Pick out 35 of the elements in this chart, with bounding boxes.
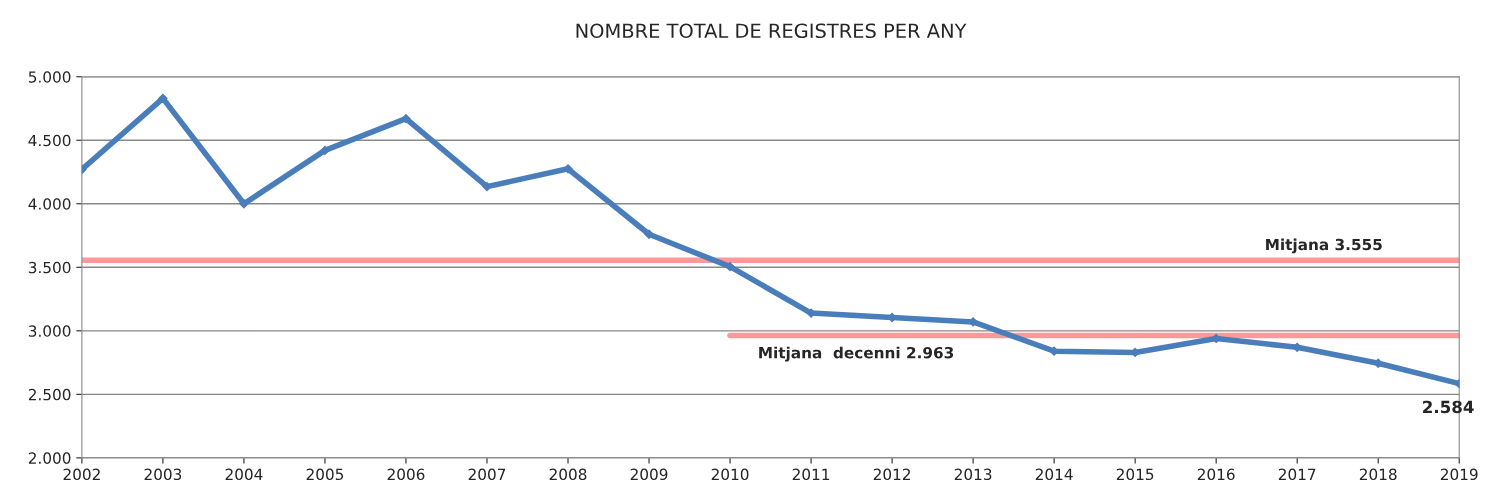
x-tick-label: 2015 bbox=[1116, 468, 1154, 481]
x-tick-label: 2009 bbox=[630, 468, 668, 481]
point bbox=[725, 262, 735, 272]
x-tick-label: 2007 bbox=[468, 468, 506, 481]
point bbox=[239, 199, 249, 209]
x-tick-label: 2002 bbox=[63, 468, 100, 481]
x-tick-label: 2003 bbox=[144, 468, 182, 481]
y-tick-label: 2.500 bbox=[28, 388, 71, 401]
chart-title: NOMBRE TOTAL DE REGISTRES PER ANY bbox=[576, 23, 967, 39]
x-tick-label: 2011 bbox=[792, 468, 830, 481]
x-tick-label: 2006 bbox=[387, 468, 425, 481]
point bbox=[320, 145, 330, 156]
y-tick-label: 3.500 bbox=[28, 261, 71, 274]
y-tick-label: 2.000 bbox=[28, 452, 71, 464]
y-tick-label: 4.000 bbox=[28, 198, 71, 210]
point bbox=[482, 182, 492, 192]
x-tick-label: 2013 bbox=[954, 468, 992, 481]
x-tick-label: 2008 bbox=[549, 468, 587, 481]
x-tick-label: 2005 bbox=[306, 468, 344, 481]
point bbox=[158, 93, 168, 103]
ref-line-label: Mitjana 3.555 bbox=[1266, 238, 1382, 254]
y-tick-label: 4.500 bbox=[28, 134, 71, 147]
x-tick-label: 2014 bbox=[1035, 468, 1073, 481]
x-tick-label: 2010 bbox=[711, 468, 749, 481]
x-tick-label: 2016 bbox=[1197, 468, 1235, 481]
x-tick-label: 2019 bbox=[1440, 468, 1478, 481]
y-tick-label: 5.000 bbox=[28, 71, 71, 83]
x-tick-label: 2018 bbox=[1359, 468, 1397, 481]
point bbox=[644, 229, 654, 239]
data-label: 2.584 bbox=[1423, 400, 1474, 414]
annotation: Mitjana decenni 2.963 bbox=[759, 346, 954, 362]
x-tick-label: 2004 bbox=[225, 468, 263, 481]
x-tick-label: 2012 bbox=[873, 468, 910, 481]
y-tick-label: 3.000 bbox=[28, 325, 71, 337]
x-tick-label: 2017 bbox=[1278, 468, 1316, 481]
